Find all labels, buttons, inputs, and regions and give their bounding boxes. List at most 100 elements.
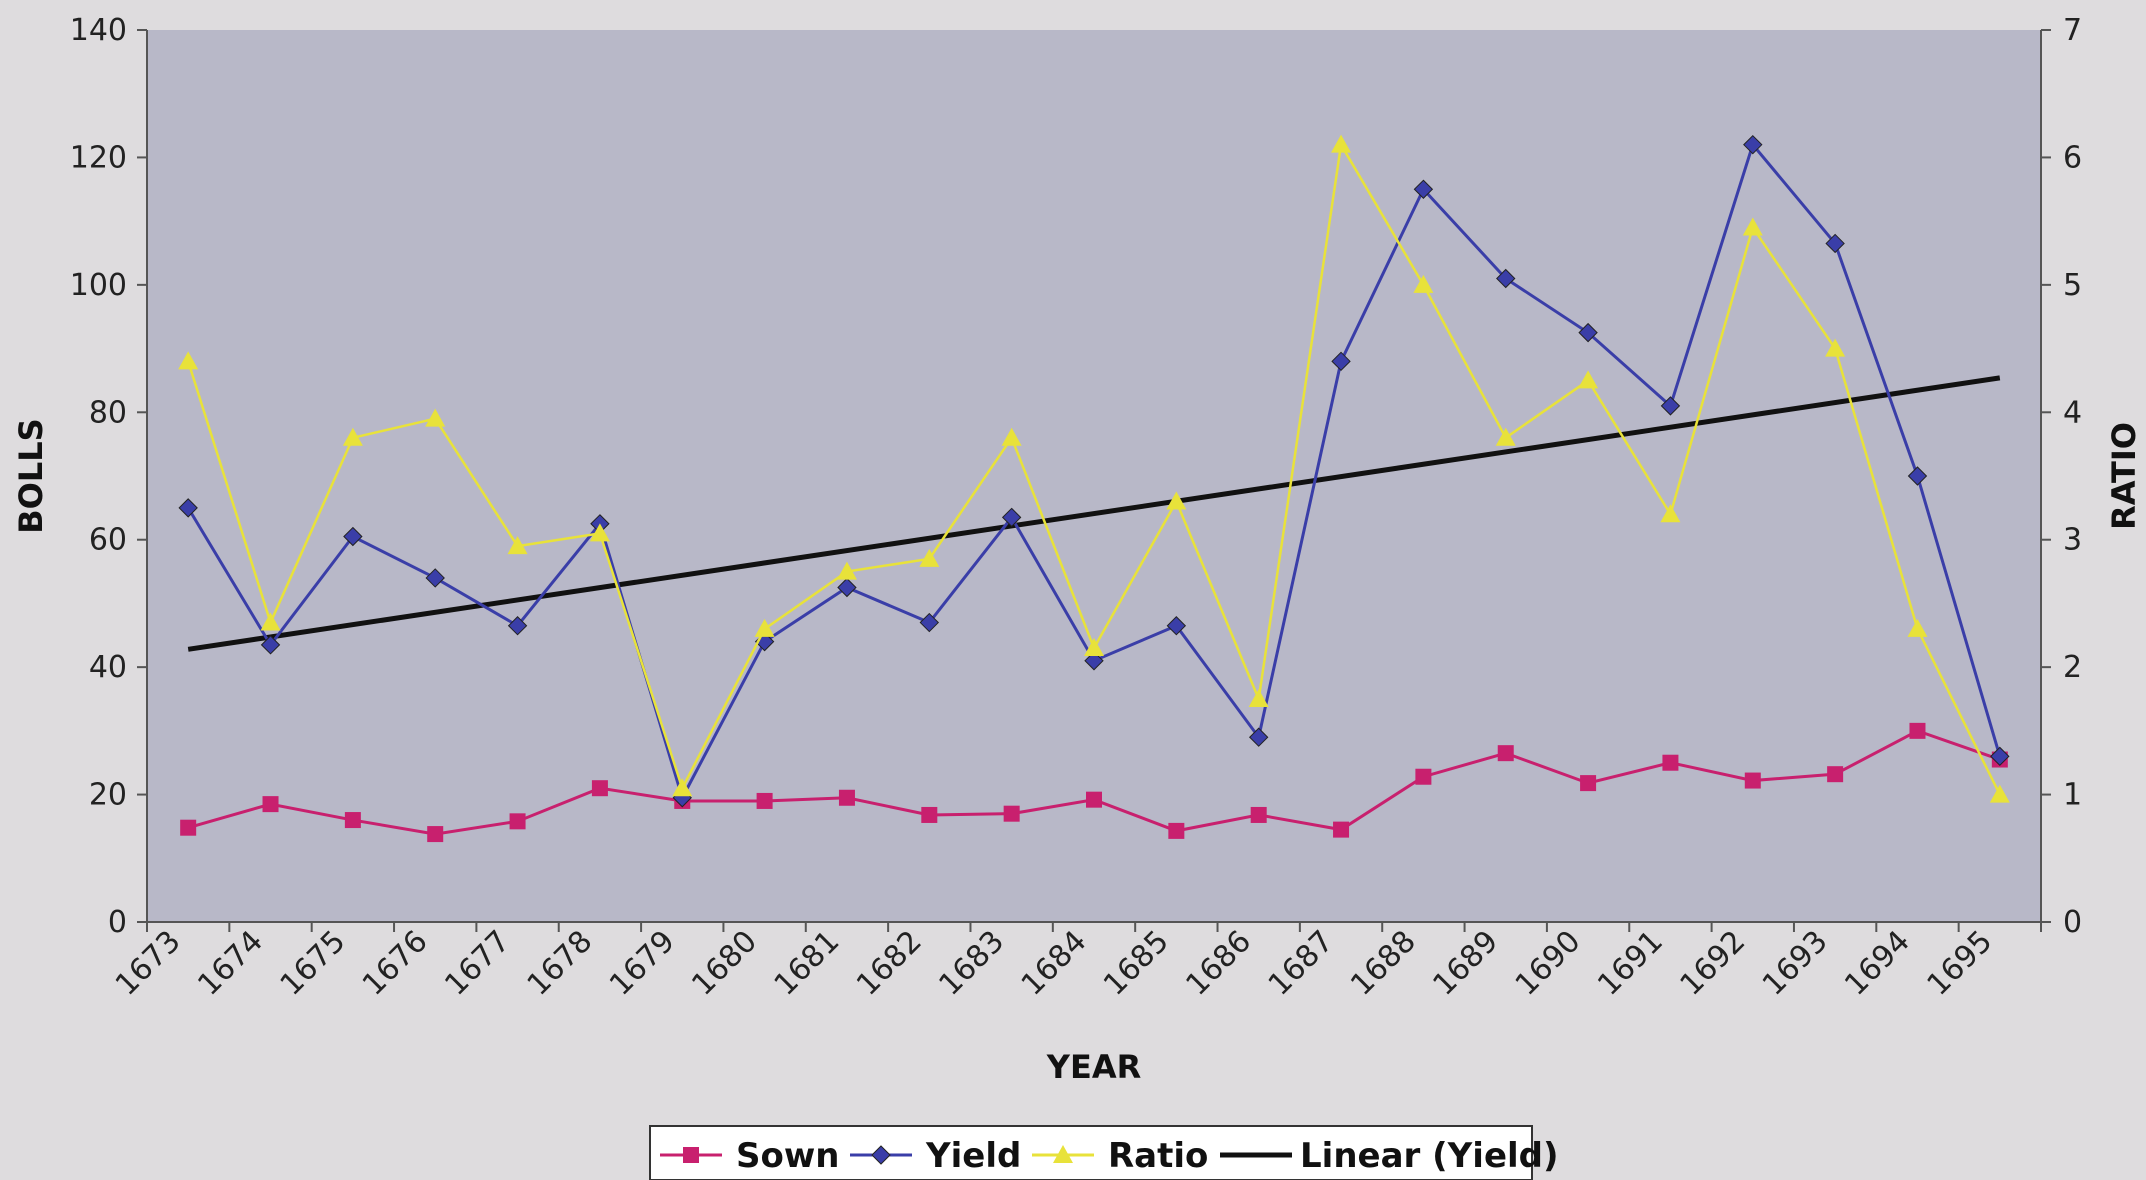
sown-point — [1662, 754, 1679, 771]
x-tick-label: 1692 — [1674, 924, 1753, 1003]
sown-point — [838, 789, 855, 806]
yield-point — [1084, 651, 1104, 671]
sown-point — [591, 780, 608, 797]
legend: Sown Yield Ratio Linear (Yield) — [649, 1125, 1559, 1180]
sown-point — [1003, 805, 1020, 822]
sown-point — [756, 792, 773, 809]
yield-point — [1907, 466, 1928, 486]
ratio-point — [1742, 217, 1763, 236]
yield-point — [837, 577, 857, 598]
x-tick-label: 1680 — [685, 924, 764, 1003]
x-tick-label: 1693 — [1756, 924, 1835, 1003]
x-tick-label: 1691 — [1591, 924, 1670, 1003]
x-tick-label: 1678 — [521, 924, 600, 1003]
ratio-point — [1413, 274, 1434, 293]
series-layer — [178, 134, 2010, 843]
sown-point — [427, 826, 444, 843]
x-tick-label: 1686 — [1179, 924, 1258, 1003]
y-tick-label: 20 — [89, 778, 127, 813]
y2-tick-label: 1 — [2063, 778, 2082, 813]
yield-point — [1660, 396, 1681, 416]
legend-label-linear-yield: Linear (Yield) — [1300, 1136, 1559, 1176]
x-tick-label: 1689 — [1426, 924, 1505, 1003]
ratio-point — [1825, 338, 1846, 357]
legend-label-yield: Yield — [925, 1136, 1021, 1176]
ratio-point — [1166, 491, 1187, 510]
sown-point — [262, 796, 279, 813]
x-tick-label: 1683 — [932, 924, 1011, 1003]
series-ratio — [178, 134, 2010, 803]
yield-point — [1825, 233, 1845, 254]
yield-point — [260, 635, 281, 655]
y2-axis-title: RATIO — [2105, 422, 2143, 530]
legend-marker-sown — [683, 1147, 699, 1163]
x-tick-label: 1687 — [1262, 924, 1341, 1003]
sown-point — [1086, 791, 1102, 808]
sown-point — [509, 813, 526, 830]
y-tick-label: 60 — [89, 523, 127, 558]
y2-tick-label: 6 — [2063, 140, 2082, 175]
ratio-point — [1578, 370, 1599, 389]
ratio-point — [260, 612, 281, 631]
yield-point — [1743, 134, 1763, 155]
ratio-point — [1660, 504, 1681, 523]
ratio-point — [342, 427, 363, 446]
y2-tick-label: 5 — [2063, 268, 2082, 303]
sown-point — [1744, 772, 1761, 789]
sown-point — [1909, 722, 1926, 739]
x-tick-label: 1676 — [356, 924, 435, 1003]
sown-point — [1333, 821, 1350, 838]
y2-tick-label: 7 — [2063, 13, 2082, 48]
x-tick-label: 1695 — [1921, 924, 2000, 1003]
legend-items: Sown Yield Ratio Linear (Yield) — [660, 1136, 1559, 1176]
y-tick-label: 40 — [89, 650, 127, 685]
ratio-point — [1084, 638, 1104, 657]
y-axis-title: BOLLS — [12, 418, 50, 533]
y-tick-label: 120 — [70, 140, 127, 175]
y-tick-label: 80 — [89, 395, 127, 430]
yield-point — [1248, 727, 1269, 747]
sown-point — [1250, 806, 1267, 823]
sown-point — [1580, 775, 1597, 792]
yield-point — [1166, 616, 1187, 636]
y2-tick-label: 4 — [2063, 395, 2082, 430]
ratio-point — [919, 548, 940, 567]
sown-point — [921, 806, 938, 823]
yield-point — [1413, 179, 1434, 199]
yield-point — [178, 498, 198, 518]
yield-point — [343, 526, 363, 547]
yield-point — [507, 616, 528, 636]
y2-tick-label: 3 — [2063, 523, 2082, 558]
ratio-point — [1907, 618, 1928, 637]
y2-tick-label: 2 — [2063, 650, 2082, 685]
legend-label-sown: Sown — [736, 1136, 839, 1176]
sown-point — [1415, 768, 1432, 785]
x-axis-title: YEAR — [1046, 1048, 1141, 1086]
x-tick-label: 1694 — [1838, 924, 1917, 1003]
ratio-point — [1001, 427, 1022, 446]
ratio-point — [1495, 427, 1516, 446]
yield-point — [1578, 322, 1598, 343]
yield-point — [1990, 746, 2010, 767]
legend-marker-yield — [871, 1145, 891, 1165]
ratio-point — [178, 351, 199, 370]
legend-box — [649, 1125, 1533, 1180]
x-tick-label: 1685 — [1097, 924, 1176, 1003]
yield-point — [1496, 268, 1516, 289]
sown-point — [1168, 822, 1185, 839]
ratio-point — [672, 778, 693, 797]
sown-point — [1827, 766, 1844, 783]
sown-point — [180, 819, 197, 836]
yield-point — [919, 612, 940, 633]
x-tick-label: 1677 — [438, 924, 517, 1003]
legend-marker-ratio — [1053, 1145, 1073, 1163]
legend-label-ratio: Ratio — [1108, 1136, 1208, 1176]
sown-point — [344, 812, 361, 829]
x-tick-label: 1681 — [768, 924, 847, 1003]
ratio-point — [425, 408, 446, 427]
yield-point — [1331, 351, 1351, 372]
yield-point — [425, 568, 445, 588]
ratio-point — [1989, 784, 2010, 803]
x-tick-label: 1675 — [274, 924, 353, 1003]
